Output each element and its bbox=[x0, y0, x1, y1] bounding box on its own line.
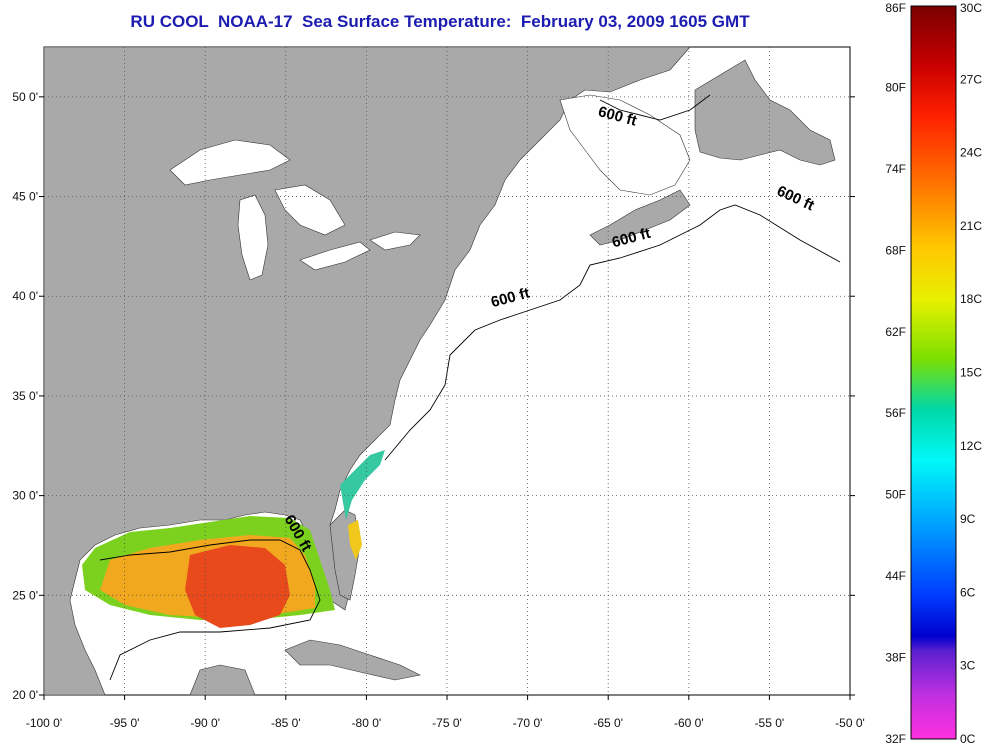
lon-tick-label: -90 0' bbox=[190, 716, 220, 730]
contour-labrador bbox=[599, 94, 711, 121]
colorbar-c-label: 21C bbox=[960, 219, 982, 233]
map-title: RU COOL NOAA-17 Sea Surface Temperature:… bbox=[130, 12, 750, 31]
lon-tick-label: -70 0' bbox=[513, 716, 543, 730]
lon-tick-label: -95 0' bbox=[110, 716, 140, 730]
lon-tick-label: -65 0' bbox=[593, 716, 623, 730]
lat-tick-label: 25 0' bbox=[12, 588, 38, 602]
contour-atlantic bbox=[384, 204, 841, 461]
colorbar-c-label: 15C bbox=[960, 366, 982, 380]
lat-tick-label: 40 0' bbox=[12, 289, 38, 303]
lake-ontario bbox=[369, 231, 421, 251]
lake-huron bbox=[274, 184, 346, 236]
lon-tick-label: -80 0' bbox=[352, 716, 382, 730]
land-yucatan bbox=[189, 664, 256, 696]
gulf-st-lawrence bbox=[559, 94, 691, 196]
colorbar-f-label: 56F bbox=[885, 406, 906, 420]
land-newfoundland bbox=[694, 59, 836, 166]
land bbox=[43, 46, 836, 696]
sst-florida-coast bbox=[348, 520, 362, 560]
colorbar-f-label: 68F bbox=[885, 243, 906, 257]
lon-tick-label: -50 0' bbox=[835, 716, 865, 730]
lat-tick-label: 20 0' bbox=[12, 688, 38, 702]
lat-tick-label: 35 0' bbox=[12, 389, 38, 403]
colorbar-c-label: 0C bbox=[960, 732, 976, 746]
colorbar-c-label: 9C bbox=[960, 512, 976, 526]
lake-michigan bbox=[237, 194, 269, 281]
lon-tick-label: -100 0' bbox=[26, 716, 62, 730]
contour-gulf bbox=[99, 539, 321, 681]
colorbar-c-label: 24C bbox=[960, 146, 982, 160]
colorbar-c-label: 18C bbox=[960, 292, 982, 306]
colorbar-f-label: 38F bbox=[885, 651, 906, 665]
land-nova-scotia bbox=[589, 189, 691, 246]
colorbar-c-label: 6C bbox=[960, 585, 976, 599]
axis-ticks: -100 0' -95 0' -90 0' -85 0' -80 0' -75 0' -70… bbox=[12, 90, 864, 730]
lake-superior bbox=[169, 139, 291, 186]
colorbar-c-label: 3C bbox=[960, 659, 976, 673]
inland-water bbox=[169, 94, 691, 281]
graticule bbox=[44, 47, 850, 695]
lat-tick-label: 50 0' bbox=[12, 90, 38, 104]
lon-tick-label: -60 0' bbox=[674, 716, 704, 730]
colorbar-c-label: 12C bbox=[960, 439, 982, 453]
colorbar-f-label: 32F bbox=[885, 732, 906, 746]
lake-erie bbox=[299, 241, 371, 271]
colorbar-f-label: 50F bbox=[885, 488, 906, 502]
colorbar-f-label: 86F bbox=[885, 1, 906, 15]
sst-atlantic-coast bbox=[340, 450, 385, 520]
land-cuba bbox=[284, 639, 421, 681]
lon-tick-label: -55 0' bbox=[755, 716, 785, 730]
colorbar-f-label: 44F bbox=[885, 569, 906, 583]
colorbar-c-label: 30C bbox=[960, 1, 982, 15]
lon-tick-label: -75 0' bbox=[432, 716, 462, 730]
sst-gulf-loop bbox=[185, 545, 290, 628]
colorbar-f-label: 74F bbox=[885, 162, 906, 176]
colorbar-f-label: 80F bbox=[885, 80, 906, 94]
lon-tick-label: -85 0' bbox=[271, 716, 301, 730]
colorbar-gradient bbox=[910, 5, 957, 740]
contours bbox=[99, 94, 841, 681]
sst-overlay bbox=[82, 450, 385, 628]
lat-tick-label: 30 0' bbox=[12, 489, 38, 503]
colorbar-c-label: 27C bbox=[960, 72, 982, 86]
colorbar-labels: 86F 80F 74F 68F 62F 56F 50F 44F 38F 32F 30C 27C 24C 2… bbox=[885, 1, 982, 746]
lat-tick-label: 45 0' bbox=[12, 190, 38, 204]
colorbar-f-label: 62F bbox=[885, 325, 906, 339]
